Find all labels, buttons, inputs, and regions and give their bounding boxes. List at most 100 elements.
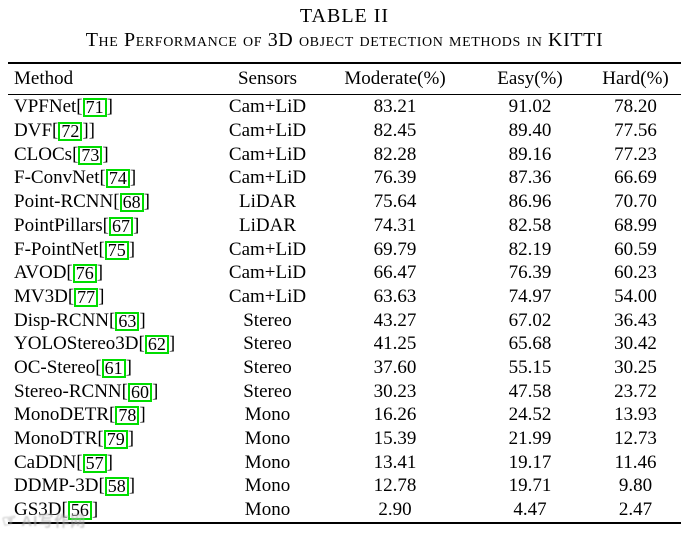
method-name: MonoDETR[ xyxy=(14,404,116,426)
sensors-cell: Cam+LiD xyxy=(228,262,307,284)
table-caption: TABLE II The Performance of 3D object de… xyxy=(0,0,689,52)
sensors-cell: Cam+LiD xyxy=(228,120,307,142)
citation-link[interactable]: 56 xyxy=(67,501,92,521)
moderate-cell: 15.39 xyxy=(373,428,417,450)
citation-link[interactable]: 57 xyxy=(82,453,107,473)
citation-link[interactable]: 60 xyxy=(127,382,152,402)
moderate-cell: 2.90 xyxy=(378,499,412,521)
easy-cell: 86.96 xyxy=(508,191,552,213)
method-cell: MV3D[77] xyxy=(8,285,215,309)
moderate-cell: 30.23 xyxy=(373,380,417,402)
method-suffix: ] xyxy=(168,333,176,355)
citation-link[interactable]: 67 xyxy=(109,216,134,236)
sensors-cell: LiDAR xyxy=(239,214,296,236)
sensors-cell: Cam+LiD xyxy=(228,167,307,189)
hard-cell: 68.99 xyxy=(614,214,657,236)
citation-link[interactable]: 76 xyxy=(72,264,97,284)
method-suffix: ] xyxy=(133,214,140,236)
easy-cell: 4.47 xyxy=(513,499,547,521)
table-row: F-PointNet[75] Cam+LiD 69.79 82.19 60.59 xyxy=(8,238,681,262)
moderate-cell: 76.39 xyxy=(373,167,417,189)
easy-cell: 82.19 xyxy=(508,238,552,260)
hard-cell: 9.80 xyxy=(618,475,653,497)
table-title: TABLE II xyxy=(299,5,390,27)
method-name: MonoDTR[ xyxy=(14,428,104,450)
sensors-cell: Cam+LiD xyxy=(228,285,307,307)
citation-link[interactable]: 74 xyxy=(105,169,130,189)
method-name: Disp-RCNN[ xyxy=(14,309,116,331)
sensors-cell: LiDAR xyxy=(239,191,296,213)
table-row: YOLOStereo3D[62] Stereo 41.25 65.68 30.4… xyxy=(8,332,681,356)
method-name: CaDDN[ xyxy=(14,451,83,473)
hard-cell: 66.69 xyxy=(614,167,657,189)
method-suffix: ] xyxy=(106,451,113,473)
moderate-cell: 63.63 xyxy=(373,285,417,307)
table-row: VPFNet[71] Cam+LiD 83.21 91.02 78.20 xyxy=(8,95,681,119)
header-sensors: Sensors xyxy=(237,68,298,89)
method-cell: Disp-RCNN[63] xyxy=(8,309,215,333)
method-name: AVOD[ xyxy=(14,262,73,284)
method-suffix: ] xyxy=(125,356,132,378)
citation-link[interactable]: 68 xyxy=(119,193,144,213)
easy-cell: 87.36 xyxy=(508,167,552,189)
moderate-cell: 82.28 xyxy=(373,143,417,165)
method-cell: DVF[72]] xyxy=(8,119,215,143)
moderate-cell: 82.45 xyxy=(373,120,417,142)
sensors-cell: Mono xyxy=(244,475,291,497)
sensors-cell: Mono xyxy=(244,451,291,473)
method-name: DDMP-3D[ xyxy=(14,475,105,497)
sensors-cell: Stereo xyxy=(243,380,292,402)
table-row: OC-Stereo[61] Stereo 37.60 55.15 30.25 xyxy=(8,356,681,380)
table-row: PointPillars[67] LiDAR 74.31 82.58 68.99 xyxy=(8,214,681,238)
citation-link[interactable]: 61 xyxy=(101,358,126,378)
citation-link[interactable]: 73 xyxy=(78,145,103,165)
method-cell: F-PointNet[75] xyxy=(8,238,215,262)
citation-link[interactable]: 77 xyxy=(74,287,99,307)
hard-cell: 70.70 xyxy=(614,191,657,213)
moderate-cell: 16.26 xyxy=(373,404,417,426)
table-body: VPFNet[71] Cam+LiD 83.21 91.02 78.20 DVF… xyxy=(8,95,681,521)
table-row: Stereo-RCNN[60] Stereo 30.23 47.58 23.72 xyxy=(8,380,681,404)
citation-link[interactable]: 72 xyxy=(58,122,83,142)
sensors-cell: Cam+LiD xyxy=(228,238,307,260)
method-name: GS3D[ xyxy=(14,499,68,521)
hard-cell: 78.20 xyxy=(614,96,657,118)
sensors-cell: Mono xyxy=(244,499,291,521)
method-cell: OC-Stereo[61] xyxy=(8,356,215,380)
easy-cell: 19.71 xyxy=(508,475,552,497)
table-row: MV3D[77] Cam+LiD 63.63 74.97 54.00 xyxy=(8,285,681,309)
citation-link[interactable]: 58 xyxy=(104,477,129,497)
method-name: F-ConvNet[ xyxy=(14,167,106,189)
citation-link[interactable]: 62 xyxy=(144,335,169,355)
table-mid-rule xyxy=(8,94,681,96)
moderate-cell: 75.64 xyxy=(373,191,417,213)
method-cell: GS3D[56] xyxy=(8,498,215,522)
table-row: MonoDETR[78] Mono 16.26 24.52 13.93 xyxy=(8,403,681,427)
method-name: Point-RCNN[ xyxy=(14,191,120,213)
method-suffix: ]] xyxy=(82,120,95,142)
easy-cell: 91.02 xyxy=(508,96,552,118)
table-row: DVF[72]] Cam+LiD 82.45 89.40 77.56 xyxy=(8,119,681,143)
table-row: DDMP-3D[58] Mono 12.78 19.71 9.80 xyxy=(8,474,681,498)
citation-link[interactable]: 78 xyxy=(115,406,140,426)
hard-cell: 12.73 xyxy=(614,428,657,450)
citation-link[interactable]: 63 xyxy=(115,311,140,331)
method-cell: F-ConvNet[74] xyxy=(8,166,215,190)
table-row: Disp-RCNN[63] Stereo 43.27 67.02 36.43 xyxy=(8,309,681,333)
method-name: VPFNet[ xyxy=(14,96,83,118)
table-row: AVOD[76] Cam+LiD 66.47 76.39 60.23 xyxy=(8,261,681,285)
hard-cell: 60.23 xyxy=(614,262,657,284)
method-cell: CLOCs[73] xyxy=(8,143,215,167)
method-suffix: ] xyxy=(139,309,146,331)
method-cell: CaDDN[57] xyxy=(8,451,215,475)
citation-link[interactable]: 79 xyxy=(103,430,128,450)
table-bottom-rule xyxy=(8,521,681,524)
citation-link[interactable]: 71 xyxy=(82,98,107,118)
method-name: CLOCs[ xyxy=(14,143,79,165)
method-suffix: ] xyxy=(139,404,146,426)
sensors-cell: Mono xyxy=(244,404,291,426)
easy-cell: 65.68 xyxy=(508,333,552,355)
header-easy: Easy(%) xyxy=(497,68,563,89)
citation-link[interactable]: 75 xyxy=(104,240,129,260)
method-suffix: ] xyxy=(128,238,136,260)
